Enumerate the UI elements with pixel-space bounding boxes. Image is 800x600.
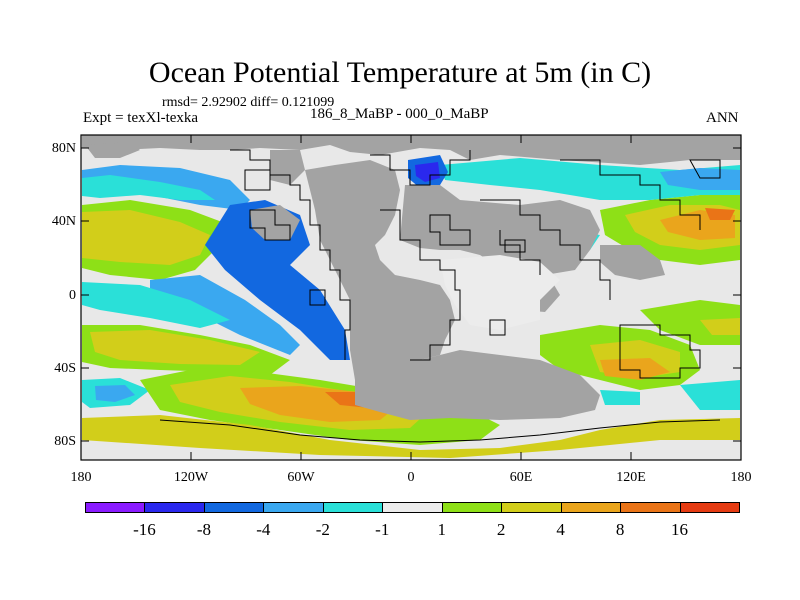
colorbar-swatch — [620, 502, 681, 513]
colorbar-swatch — [263, 502, 324, 513]
continent-central — [305, 160, 455, 390]
x-tick-label-180e: 180 — [730, 470, 752, 485]
x-tick-label-0: 0 — [407, 470, 415, 485]
anomaly-teal-ne — [440, 158, 740, 200]
y-tick-marks — [81, 147, 741, 442]
anomaly-darkorange-ne — [705, 208, 735, 220]
colorbar-label: 2 — [496, 520, 506, 539]
y-tick-label-80n: 80N — [51, 141, 76, 156]
anomaly-teal-north — [82, 175, 215, 200]
colorbar-label: 4 — [556, 520, 565, 539]
colorbar-label: -16 — [133, 520, 156, 539]
x-tick-label-120w: 120W — [173, 470, 209, 485]
colorbar-swatch — [560, 502, 622, 513]
colorbar-label: 8 — [615, 520, 625, 539]
x-tick-label-180w: 180 — [70, 470, 92, 485]
x-tick-marks — [190, 135, 632, 460]
colorbar-label: -8 — [196, 520, 211, 539]
anomaly-darkblue-arctic — [415, 162, 440, 182]
coastlines — [159, 149, 721, 443]
anomaly-orange-si — [600, 358, 670, 380]
anomaly-teal-si — [600, 390, 640, 405]
anomaly-teal-sep — [680, 380, 740, 410]
experiment-label: Expt = texXl-texka — [83, 110, 199, 126]
period-subtitle: 186_8_MaBP - 000_0_MaBP — [310, 106, 489, 122]
colorbar-label: -2 — [315, 520, 330, 539]
anomaly-yellow-sp — [90, 330, 260, 365]
neutral-region-east — [440, 255, 560, 330]
land-nw — [85, 142, 140, 158]
x-tick-label-120e: 120E — [616, 470, 646, 485]
colorbar-swatch — [144, 502, 205, 513]
colorbar-label: 1 — [437, 520, 446, 539]
colorbar-swatch — [441, 502, 503, 513]
land-na-north — [270, 150, 305, 185]
colorbar-swatch — [679, 502, 740, 513]
x-tick-label-60e: 60E — [509, 470, 533, 485]
colorbar-label: 16 — [671, 520, 689, 539]
rmsd-diff-stats: rmsd= 2.92902 diff= 0.121099 — [162, 95, 335, 110]
y-tick-label-80s: 80S — [54, 434, 76, 449]
y-tick-label-40s: 40S — [54, 361, 76, 376]
continent-south — [355, 350, 600, 420]
colorbar-swatch — [322, 502, 384, 513]
anomaly-teal-eq — [82, 282, 230, 328]
colorbar-swatch — [85, 502, 146, 513]
x-tick-label-60w: 60W — [287, 470, 315, 485]
anomaly-lightblue-central — [150, 275, 300, 355]
land-masses — [82, 135, 741, 420]
colorbar-swatch — [203, 502, 265, 513]
anomaly-yellow-so-south — [82, 415, 740, 458]
anomaly-yellow-sep — [700, 318, 740, 335]
anomaly-yellow-np2 — [95, 220, 180, 255]
anomaly-blue-central — [205, 200, 350, 360]
colorbar-label: -4 — [256, 520, 271, 539]
colorbar-label: -1 — [375, 520, 390, 539]
arctic-land — [82, 135, 741, 165]
y-tick-label-40n: 40N — [51, 214, 76, 229]
land-east-patch2 — [600, 245, 665, 280]
chart-title: Ocean Potential Temperature at 5m (in C) — [148, 56, 652, 89]
season-label: ANN — [706, 110, 739, 126]
anomaly-lightblue-sp — [95, 385, 135, 402]
y-tick-label-0: 0 — [69, 288, 76, 303]
colorbar-swatch — [501, 502, 562, 513]
colorbar-swatch — [382, 502, 443, 513]
